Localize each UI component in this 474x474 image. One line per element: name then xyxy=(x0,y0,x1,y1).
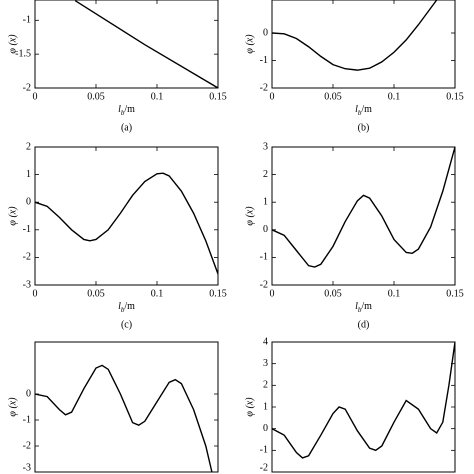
y-tick-label: -2 xyxy=(260,82,268,93)
y-tick-label: -3 xyxy=(23,279,31,290)
y-tick-label: -2 xyxy=(260,462,268,473)
x-label-unit: /m xyxy=(124,301,135,312)
curve xyxy=(272,342,455,459)
caption: (a) xyxy=(121,122,132,133)
x-axis-label: lb/m xyxy=(355,301,372,313)
caption: (b) xyxy=(358,122,370,133)
x-tick-label: 0.1 xyxy=(388,288,401,299)
x-label-symbol: l xyxy=(355,301,358,312)
x-label-unit: /m xyxy=(124,104,135,115)
x-label-subscript: b xyxy=(121,306,125,314)
x-axis-label: lb/m xyxy=(355,104,372,116)
y-tick-label: -2 xyxy=(23,252,31,263)
panel: -2 -1 0 0 0.05 0.1 0.15 φ (x) lb/m (b) xyxy=(244,0,464,133)
curve xyxy=(35,172,218,275)
y-tick-label: 0 xyxy=(263,224,268,235)
y-tick-label: -1 xyxy=(260,55,268,66)
x-label-symbol: l xyxy=(118,104,121,115)
panel: -2 -1 0 1 2 3 4 φ (x) xyxy=(244,336,456,473)
x-tick-label: 0.1 xyxy=(151,91,164,102)
x-tick-label: 0 xyxy=(33,288,38,299)
curve xyxy=(74,0,218,88)
x-tick-label: 0.1 xyxy=(151,288,164,299)
x-tick-label: 0.05 xyxy=(87,91,105,102)
y-axis-label: φ (x) xyxy=(244,397,255,417)
curve xyxy=(272,0,438,71)
x-tick-label: 0.05 xyxy=(324,91,342,102)
panel: -3 -2 -1 0 1 2 0 0.05 0.1 0.15 φ (x) lb/m (c) xyxy=(7,141,226,330)
y-tick-label: 0 xyxy=(26,196,31,207)
y-tick-label: 1 xyxy=(263,196,268,207)
y-tick-label: -3 xyxy=(23,462,31,473)
y-tick-label: -2 xyxy=(23,82,31,93)
curve xyxy=(272,147,455,268)
panel: -2 -1.5 -1 0 0.05 0.1 0.15 φ (x) lb/m (a) xyxy=(7,0,227,133)
y-tick-label: 3 xyxy=(263,141,268,152)
panel: -3 -2 -1 0 φ (x) xyxy=(7,341,219,473)
y-tick-label: 2 xyxy=(263,380,268,391)
y-tick-label: 3 xyxy=(263,358,268,369)
curve xyxy=(35,364,213,472)
y-axis-label: φ (x) xyxy=(244,206,255,226)
caption: (c) xyxy=(121,319,132,330)
x-tick-label: 0.05 xyxy=(87,288,105,299)
x-label-symbol: l xyxy=(355,104,358,115)
x-axis-label: lb/m xyxy=(118,301,135,313)
y-axis-label: φ (x) xyxy=(7,397,18,417)
y-tick-label: -1 xyxy=(260,252,268,263)
y-tick-label: 2 xyxy=(26,141,31,152)
y-axis-label: φ (x) xyxy=(244,34,255,54)
x-label-symbol: l xyxy=(118,301,121,312)
y-tick-label: -1 xyxy=(23,15,31,26)
y-tick-label: -1.5 xyxy=(15,48,31,59)
y-tick-label: -2 xyxy=(260,279,268,290)
axes-frame xyxy=(271,146,456,286)
y-tick-label: 4 xyxy=(263,336,268,347)
y-tick-label: 2 xyxy=(263,169,268,180)
x-tick-label: 0.05 xyxy=(324,288,342,299)
axes-frame xyxy=(271,0,456,89)
y-axis-label: φ (x) xyxy=(7,34,18,54)
x-tick-label: 0.15 xyxy=(446,91,464,102)
caption: (d) xyxy=(358,319,370,330)
axes-frame xyxy=(271,341,456,473)
y-tick-label: 0 xyxy=(26,388,31,399)
y-tick-label: -1 xyxy=(23,414,31,425)
y-tick-label: 0 xyxy=(263,27,268,38)
x-label-subscript: b xyxy=(121,109,125,117)
x-tick-label: 0.1 xyxy=(388,91,401,102)
x-tick-label: 0.15 xyxy=(209,288,227,299)
x-label-unit: /m xyxy=(361,104,372,115)
x-tick-label: 0.15 xyxy=(446,288,464,299)
axes-frame xyxy=(34,146,219,286)
x-label-subscript: b xyxy=(358,109,362,117)
y-tick-label: 1 xyxy=(26,169,31,180)
y-tick-label: -1 xyxy=(23,224,31,235)
axes-frame xyxy=(34,0,219,89)
y-tick-label: 1 xyxy=(263,401,268,412)
x-tick-label: 0 xyxy=(270,288,275,299)
x-label-subscript: b xyxy=(358,306,362,314)
x-tick-label: 0 xyxy=(270,91,275,102)
y-tick-label: -1 xyxy=(260,445,268,456)
x-tick-label: 0.15 xyxy=(209,91,227,102)
y-tick-label: 0 xyxy=(263,423,268,434)
y-tick-label: -2 xyxy=(23,440,31,451)
panel: -2 -1 0 1 2 3 0 0.05 0.1 0.15 φ (x) lb/m (d) xyxy=(244,141,463,330)
x-tick-label: 0 xyxy=(33,91,38,102)
y-axis-label: φ (x) xyxy=(7,206,18,226)
axes-frame xyxy=(34,341,219,473)
x-axis-label: lb/m xyxy=(118,104,135,116)
x-label-unit: /m xyxy=(361,301,372,312)
